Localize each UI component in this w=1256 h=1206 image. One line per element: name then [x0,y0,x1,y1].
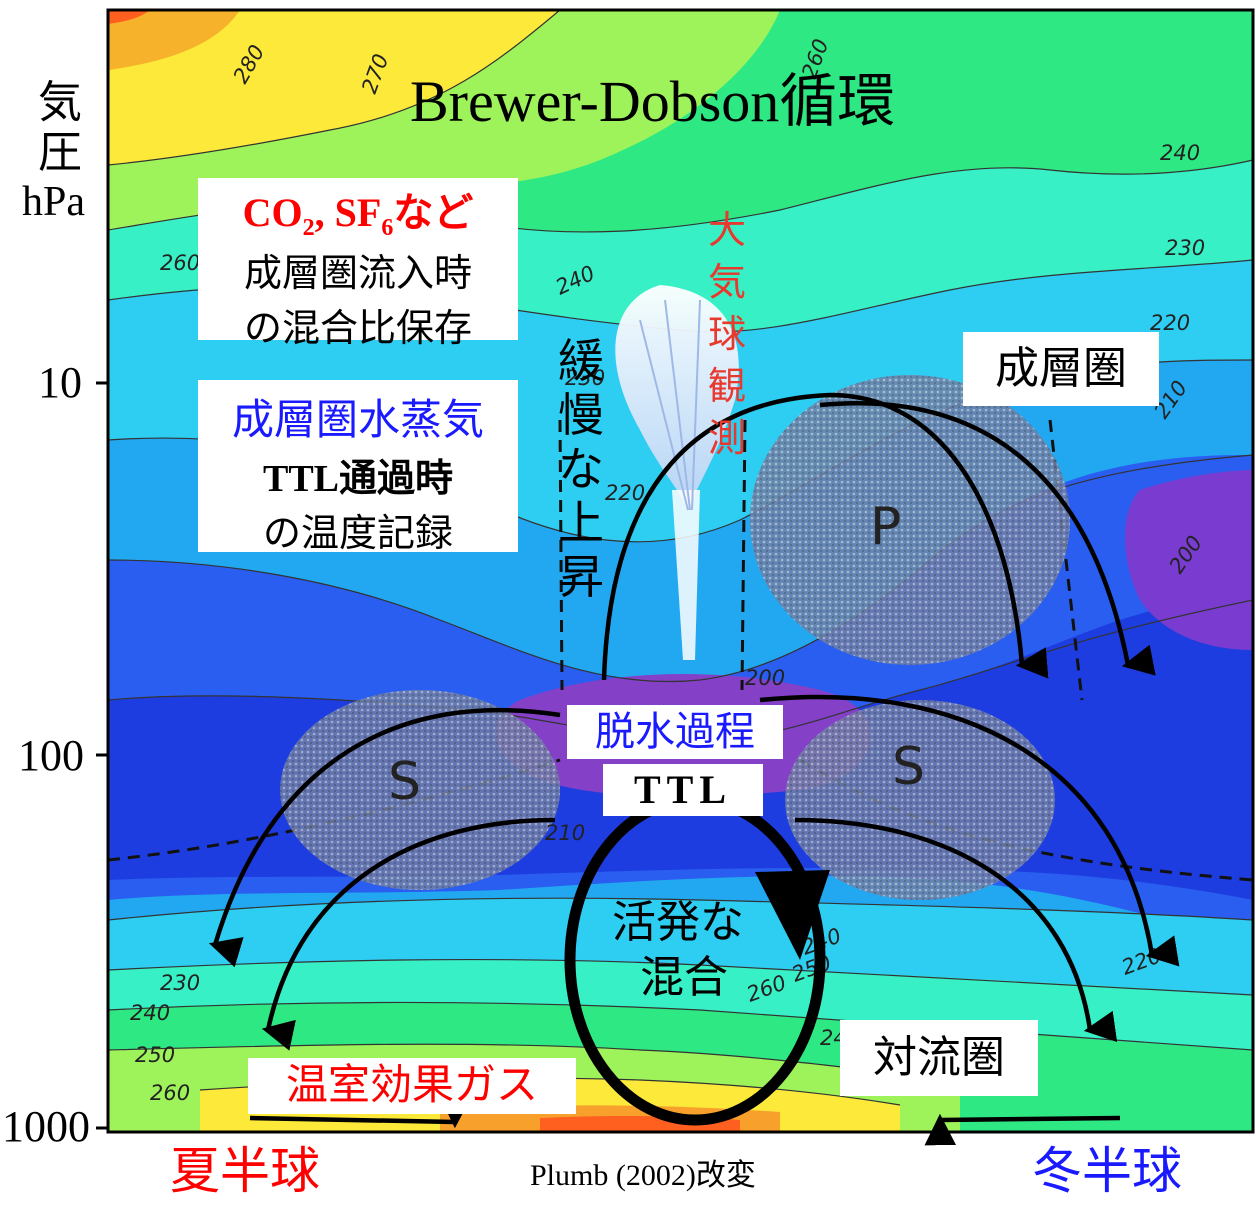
lower-left-inner-arrow [261,817,556,1051]
contour-label: 230 [1165,236,1205,260]
diagram-title: Brewer-Dobson循環 [410,69,896,134]
y-tick-1000: 1000 [2,1102,90,1151]
upper-branch-right-arrow [819,401,1156,676]
co2-box-line2: 成層圏流入時 [243,253,472,295]
contour-label: 230 [565,366,605,390]
p-label: P [870,497,902,557]
surface-arrow-left [249,1096,472,1129]
sf6-subscript: 6 [381,215,394,241]
dehydration-box: 脱水過程 [567,705,783,759]
s-label-right: S [892,737,926,797]
balloon-char: 球 [708,314,747,356]
contour-label: 210 [545,821,585,845]
contour-value-labels: 280 270 260 240 230 220 210 200 260 240 … [130,36,1207,1105]
balloon-observation-label: 大 気 球 観 測 [708,205,746,465]
contour-label: 220 [605,481,645,505]
contour-label: 260 [160,251,200,275]
co2-sf6-box: CO2, SF6など 成層圏流入時 の混合比保存 [198,178,518,350]
stratosphere-box: 成層圏 [963,332,1159,406]
summer-hemisphere-label: 夏半球 [170,1143,320,1199]
circulation-arrows [208,392,1180,1146]
y-tick-10: 10 [38,358,82,407]
sf-text: , SF [314,190,382,235]
water-vapor-box: 成層圏水蒸気 TTL通過時 の温度記録 [198,380,518,555]
slow-rise-char: 慢 [558,390,604,441]
active-mixing-line1: 活発な [612,898,744,947]
y-tick-100: 100 [18,731,84,780]
p-region [750,375,1070,665]
lower-right-inner-arrow [794,817,1118,1043]
y-axis-label-2: 圧 [38,128,82,177]
lower-left-outer-arrow [208,707,561,968]
contour-label: 240 [1160,141,1200,165]
water-box-line3: の温度記録 [262,513,453,555]
co2-subscript: 2 [302,215,315,241]
plot-frame [106,8,1255,1134]
co2-text: CO [242,190,303,235]
nado-text: など [393,190,474,235]
ttl-box: TTL [603,764,763,816]
balloon-char: 気 [708,262,747,304]
balloon-image [615,285,739,660]
lower-right-outer-arrow [759,694,1180,967]
contour-label: 250 [135,1043,175,1067]
balloon-char: 測 [708,418,747,460]
y-axis-label-1: 気 [38,78,82,127]
troposphere-box: 対流圏 [840,1020,1038,1096]
contour-label: 240 [130,1001,170,1025]
s-region-right [785,700,1055,900]
surface-arrow-right [924,1113,1121,1146]
water-box-line2: TTL通過時 [262,458,454,500]
s-region-left [280,690,560,890]
balloon-char: 観 [708,366,747,408]
y-axis-label-3: hPa [22,179,85,225]
slow-rise-char: 緩 [558,336,604,387]
contour-label: 230 [160,971,200,995]
slow-rise-char: 昇 [558,552,604,603]
contour-label: 200 [745,666,785,690]
contour-label: 260 [150,1081,190,1105]
greenhouse-gas-box: 温室効果ガス [248,1058,576,1114]
slow-rise-char: な [558,444,604,495]
co2-box-line3: の混合比保存 [243,308,472,350]
source-citation: Plumb (2002)改変 [530,1159,756,1192]
s-label-left: S [388,752,422,812]
contour-label: 220 [1150,311,1190,335]
slow-rise-label: 緩 慢 な 上 昇 [558,335,604,605]
balloon-char: 大 [708,210,747,252]
y-axis-ticks [96,381,108,1130]
winter-hemisphere-label: 冬半球 [1032,1143,1182,1199]
upper-branch-left-arrow [601,392,1049,681]
water-box-line1: 成層圏水蒸気 [231,398,484,444]
slow-rise-char: 上 [558,498,604,549]
active-mixing-line2: 混合 [640,953,728,1002]
